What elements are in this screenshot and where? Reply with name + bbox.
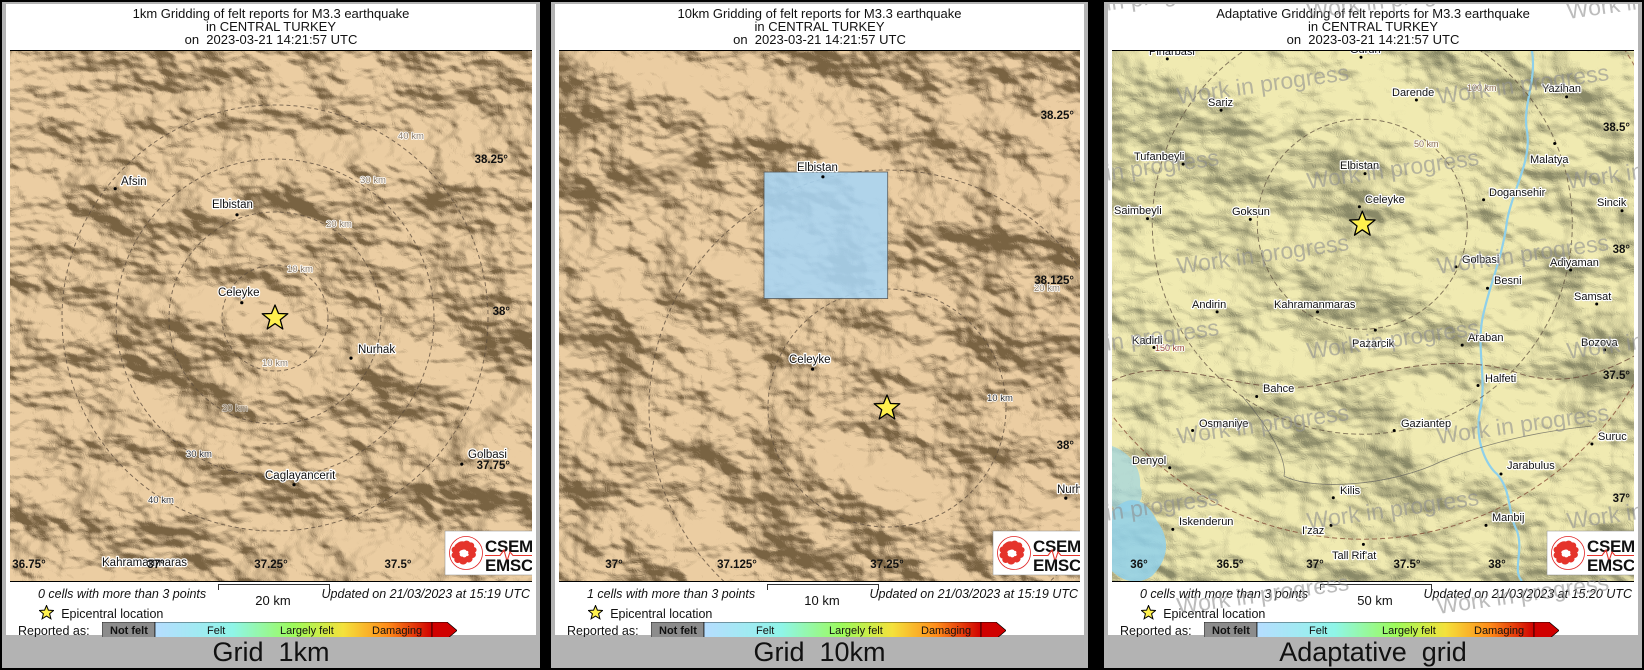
svg-text:Celeyke: Celeyke <box>218 287 260 299</box>
svg-text:Elbistan: Elbistan <box>797 162 838 174</box>
svg-text:20 km: 20 km <box>326 219 352 230</box>
svg-text:Darende: Darende <box>1392 87 1434 99</box>
svg-text:37°: 37° <box>605 559 623 571</box>
svg-text:CSEM: CSEM <box>485 537 532 556</box>
svg-text:Araban: Araban <box>1468 332 1503 344</box>
svg-text:30 km: 30 km <box>186 449 212 460</box>
svg-text:Not felt: Not felt <box>1212 625 1250 637</box>
svg-text:38.125°: 38.125° <box>1034 275 1074 287</box>
svg-text:Golbasi: Golbasi <box>1462 254 1499 266</box>
svg-text:Yazihan: Yazihan <box>1542 83 1581 95</box>
svg-text:Sincik: Sincik <box>1597 197 1627 209</box>
svg-text:Largely felt: Largely felt <box>280 625 334 637</box>
svg-text:Samsat: Samsat <box>1574 291 1611 303</box>
svg-text:Kahramanmaras: Kahramanmaras <box>1274 299 1356 311</box>
svg-text:Tall Rif'at: Tall Rif'at <box>1332 550 1376 562</box>
svg-text:Adiyaman: Adiyaman <box>1550 257 1599 269</box>
svg-text:Jarabulus: Jarabulus <box>1507 460 1555 472</box>
svg-text:37.75°: 37.75° <box>477 460 511 472</box>
svg-text:100 km: 100 km <box>1467 83 1497 93</box>
svg-text:Osmaniye: Osmaniye <box>1199 418 1249 430</box>
svg-text:Not felt: Not felt <box>659 625 697 637</box>
svg-text:Kahramanmaras: Kahramanmaras <box>102 557 187 569</box>
svg-text:Bozova: Bozova <box>1581 337 1619 349</box>
svg-text:Kadirli: Kadirli <box>1132 335 1163 347</box>
svg-text:Andirin: Andirin <box>1192 299 1226 311</box>
svg-text:EMSC: EMSC <box>1033 556 1080 575</box>
svg-text:Largely felt: Largely felt <box>829 625 883 637</box>
svg-text:36.5°: 36.5° <box>1217 559 1244 571</box>
svg-text:37.25°: 37.25° <box>870 559 904 571</box>
svg-text:EMSC: EMSC <box>485 556 532 575</box>
svg-text:Manbij: Manbij <box>1492 512 1524 524</box>
svg-text:40 km: 40 km <box>148 495 174 506</box>
svg-text:Felt: Felt <box>756 625 774 637</box>
svg-text:38°: 38° <box>1613 244 1631 256</box>
svg-text:Gurun: Gurun <box>1350 51 1381 56</box>
svg-text:Not felt: Not felt <box>110 625 148 637</box>
svg-text:Largely felt: Largely felt <box>1382 625 1436 637</box>
svg-text:20 km: 20 km <box>222 403 248 414</box>
svg-text:Besni: Besni <box>1494 275 1522 287</box>
svg-text:36.75°: 36.75° <box>12 559 46 571</box>
svg-text:CSEM: CSEM <box>1587 537 1634 556</box>
svg-text:10 km: 10 km <box>262 358 288 369</box>
svg-text:Pazarcik: Pazarcik <box>1352 338 1395 350</box>
svg-text:37.125°: 37.125° <box>717 559 757 571</box>
svg-text:Sariz: Sariz <box>1208 97 1233 109</box>
svg-text:Iskenderun: Iskenderun <box>1179 516 1233 528</box>
svg-text:Caglayancerit: Caglayancerit <box>265 470 336 482</box>
svg-text:Elbistan: Elbistan <box>212 199 253 211</box>
svg-text:37.5°: 37.5° <box>385 559 412 571</box>
svg-text:36°: 36° <box>1130 559 1148 571</box>
svg-text:38.25°: 38.25° <box>1041 110 1075 122</box>
svg-text:Suruc: Suruc <box>1598 431 1627 443</box>
svg-text:Damaging: Damaging <box>921 625 971 637</box>
svg-text:38°: 38° <box>1488 559 1506 571</box>
svg-text:37.5°: 37.5° <box>1394 559 1421 571</box>
svg-text:Halfeti: Halfeti <box>1485 373 1516 385</box>
svg-text:50 km: 50 km <box>1414 139 1439 149</box>
svg-text:EMSC: EMSC <box>1587 556 1634 575</box>
svg-text:38.5°: 38.5° <box>1603 122 1630 134</box>
svg-text:Denyol: Denyol <box>1132 455 1166 467</box>
svg-text:Celeyke: Celeyke <box>1365 194 1405 206</box>
svg-text:38°: 38° <box>1057 440 1075 452</box>
svg-text:Felt: Felt <box>1309 625 1327 637</box>
svg-text:30 km: 30 km <box>360 175 386 186</box>
svg-text:38.25°: 38.25° <box>475 154 509 166</box>
svg-text:10 km: 10 km <box>287 264 313 275</box>
svg-text:40 km: 40 km <box>398 131 424 142</box>
svg-text:Damaging: Damaging <box>1474 625 1524 637</box>
svg-text:10 km: 10 km <box>987 393 1013 404</box>
svg-text:Afsin: Afsin <box>121 176 147 188</box>
svg-text:Elbistan: Elbistan <box>1340 160 1379 172</box>
svg-text:Kilis: Kilis <box>1340 485 1361 497</box>
svg-text:Nurhak: Nurhak <box>1057 484 1080 496</box>
svg-text:Gaziantep: Gaziantep <box>1401 418 1451 430</box>
svg-text:Dogansehir: Dogansehir <box>1489 187 1546 199</box>
svg-text:37°: 37° <box>1306 559 1324 571</box>
svg-text:Malatya: Malatya <box>1530 154 1569 166</box>
svg-text:37.25°: 37.25° <box>254 559 288 571</box>
svg-text:37°: 37° <box>1613 493 1631 505</box>
svg-text:37.5°: 37.5° <box>1603 370 1630 382</box>
svg-text:Nurhak: Nurhak <box>358 344 395 356</box>
svg-text:Goksun: Goksun <box>1232 206 1270 218</box>
svg-text:Pinarbasi: Pinarbasi <box>1149 51 1195 58</box>
svg-text:Saimbeyli: Saimbeyli <box>1114 205 1162 217</box>
svg-text:Bahce: Bahce <box>1263 383 1294 395</box>
svg-text:38°: 38° <box>493 306 511 318</box>
svg-text:I'zaz: I'zaz <box>1302 525 1324 537</box>
svg-text:Felt: Felt <box>207 625 225 637</box>
svg-text:CSEM: CSEM <box>1033 537 1080 556</box>
svg-text:Celeyke: Celeyke <box>789 354 831 366</box>
svg-text:Tufanbeyli: Tufanbeyli <box>1134 151 1184 163</box>
svg-text:Damaging: Damaging <box>372 625 422 637</box>
svg-text:37°: 37° <box>147 559 165 571</box>
